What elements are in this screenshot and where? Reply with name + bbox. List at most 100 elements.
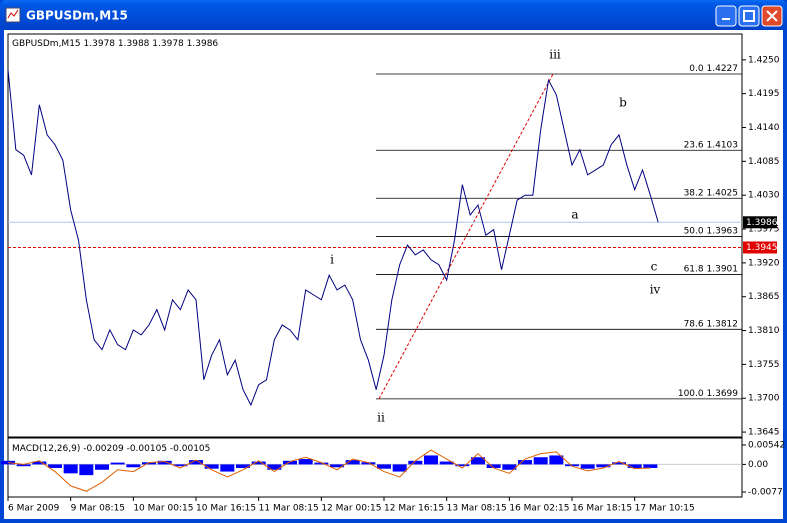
macd-bar [502,464,517,470]
fib-level-name: 61.8 [684,264,704,274]
high: 1.3988 [118,39,150,49]
fib-level-name: 50.0 [684,226,704,236]
y-tick-label: 1.4250 [748,55,780,65]
macd-bar [486,464,501,468]
macd-bar [533,457,548,465]
macd-bar [204,464,219,469]
macd-bar [126,464,141,468]
y-tick-label: 1.3975 [748,225,780,235]
x-tick-label: 6 Mar 2009 [8,504,60,514]
window-title: GBPUSDm,M15 [26,9,128,23]
x-tick-label: 16 Mar 02:15 [509,504,569,514]
macd-signal [7,449,651,492]
macd-bar [565,464,580,467]
wave-label: a [571,208,578,222]
wave-label: iii [549,48,561,62]
macd-bar [189,460,204,465]
minimize-glyph [722,18,730,20]
maximize-button[interactable] [738,5,760,27]
x-tick-label: 12 Mar 16:15 [384,504,444,514]
macd-bar [157,460,172,465]
macd-readout: -0.00105 [170,444,210,454]
macd-bar [471,457,486,465]
macd-bar [110,462,125,465]
macd-bar [79,464,94,476]
wave-label: ii [377,411,385,425]
alert-label: 1.3945 [746,243,778,253]
main-pane [7,33,743,438]
minimize-button[interactable] [715,5,737,27]
x-tick-label: 10 Mar 16:15 [196,504,256,514]
fib-label: 0.0 1.4227 [689,63,738,73]
wave-label: b [619,96,627,110]
macd-bar [377,464,392,469]
macd-name: MACD(12,26,9) [12,444,80,454]
macd-bar [596,464,611,468]
fib-price: 1.4227 [707,63,739,73]
fib-label: 61.8 1.3901 [684,264,738,274]
y-tick-label: 1.4085 [748,157,780,167]
y-tick-label: 1.3810 [748,326,780,336]
macd-bar [220,464,235,472]
macd-bar [16,464,31,467]
bid-label: 1.3986 [746,218,778,228]
low: 1.3978 [152,39,184,49]
y-tick-label: 1.3700 [748,394,780,404]
macd-bar [314,462,329,465]
title-bar [0,0,787,30]
x-tick-label: 12 Mar 00:15 [321,504,381,514]
x-tick-label: 9 Mar 08:15 [71,504,125,514]
x-tick-label: 16 Mar 18:15 [572,504,632,514]
macd-bar [251,461,266,465]
fib-label: 50.0 1.3963 [684,226,738,236]
y-tick-label: 1.3865 [748,292,780,302]
fib-label: 78.6 1.3812 [684,319,738,329]
macd-readout: -0.00209 [83,444,124,454]
fib-level-name: 78.6 [684,319,704,329]
y-tick-label: 1.3645 [748,428,780,438]
macd-bar [173,464,188,467]
price-line [7,69,659,407]
window-icon-line [7,9,19,19]
macd-bar [32,461,47,465]
wave-label: i [330,253,334,267]
macd-bar [48,464,63,468]
close-glyph [766,10,778,22]
macd-bar [95,464,110,470]
fib-label: 100.0 1.3699 [678,388,738,398]
x-tick-label: 11 Mar 08:15 [259,504,319,514]
macd-bar [439,461,454,465]
y-tick-label: 1.3755 [748,360,780,370]
macd-bar [643,464,658,468]
macd-bar [455,464,470,467]
macd-bar [580,464,595,469]
x-tick-label: 10 Mar 00:15 [133,504,193,514]
macd-readout: -0.00105 [127,444,167,454]
fib-price: 1.4103 [707,140,739,150]
macd-bar [627,464,642,468]
macd-bar [236,464,251,468]
macd-bar [392,464,407,472]
macd-header: MACD(12,26,9) -0.00209 -0.00105 -0.00105 [12,444,210,454]
macd-bar [330,464,345,468]
bid-box [743,216,777,229]
y-tick-label: 1.4195 [748,89,780,99]
macd-bar [298,459,313,465]
y-tick-label: 1.4140 [748,123,780,133]
macd-bar [283,460,298,465]
macd-bar [549,455,564,465]
window-buttons[interactable] [715,5,783,27]
macd-pane [7,437,743,498]
macd-bar [518,460,533,465]
macd-bar [345,460,360,465]
macd-bar [361,462,376,465]
macd-bar [408,460,423,465]
macd-bar [612,462,627,465]
fib-price: 1.3699 [707,388,739,398]
fib-price: 1.4025 [707,188,739,198]
symbol: GBPUSDm,M15 [12,39,81,49]
macd-y-tick-label: -0.0077 [748,487,783,497]
fib-level-name: 0.0 [689,63,704,73]
fib-label: 23.6 1.4103 [684,140,738,150]
